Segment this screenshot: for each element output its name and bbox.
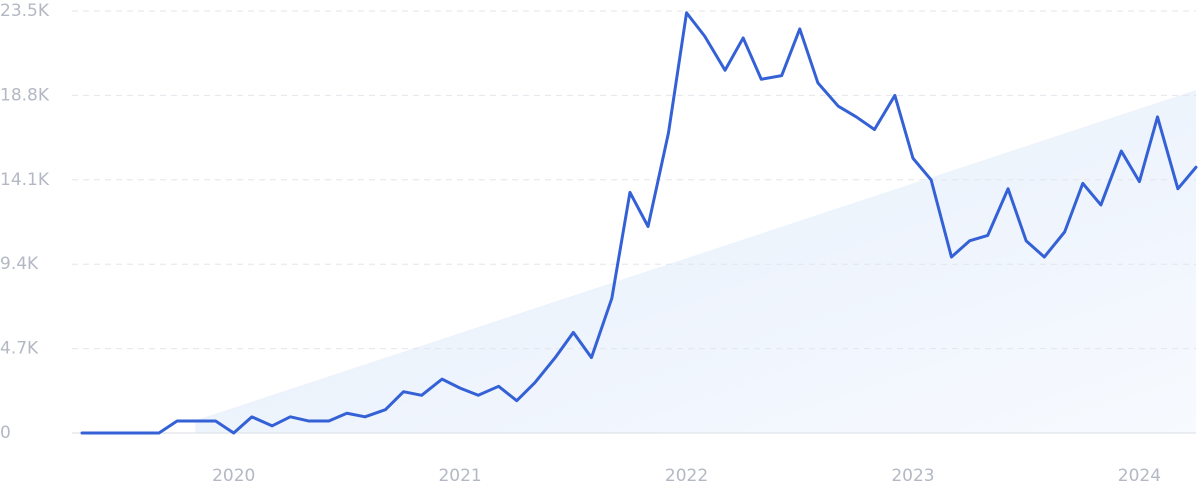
y-tick-label: 9.4K	[0, 254, 39, 274]
x-tick-label: 2020	[212, 466, 255, 486]
x-tick-label: 2024	[1118, 466, 1161, 486]
y-tick-label: 0	[0, 423, 11, 443]
x-tick-label: 2023	[891, 466, 934, 486]
y-tick-label: 18.8K	[0, 85, 50, 105]
y-tick-label: 14.1K	[0, 170, 50, 190]
y-tick-label: 23.5K	[0, 1, 50, 21]
x-tick-label: 2022	[665, 466, 708, 486]
x-tick-label: 2021	[438, 466, 481, 486]
trend-area	[195, 90, 1197, 434]
line	[80, 11, 1198, 435]
y-tick-label: 4.7K	[0, 339, 39, 359]
